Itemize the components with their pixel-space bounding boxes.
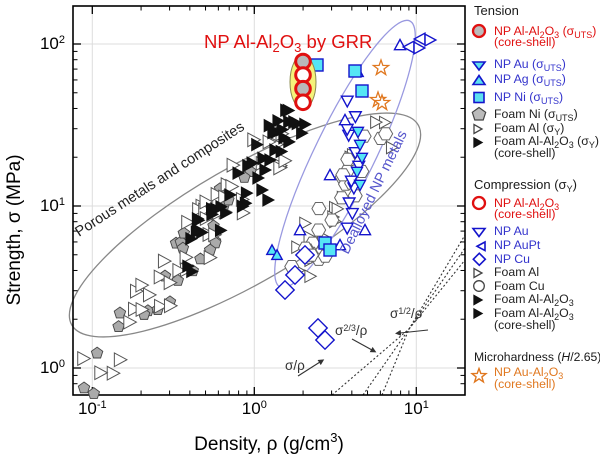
svg-text:Strength, σ (MPa): Strength, σ (MPa) (4, 154, 25, 305)
svg-text:(core-shell): (core-shell) (494, 318, 556, 332)
svg-text:101: 101 (40, 196, 65, 215)
svg-text:Compression (σY): Compression (σY) (474, 177, 577, 194)
svg-text:101: 101 (404, 399, 429, 418)
svg-text:NP Ag (σUTS): NP Ag (σUTS) (494, 72, 566, 88)
svg-text:Tension: Tension (474, 3, 519, 18)
svg-text:NP Cu: NP Cu (494, 252, 530, 266)
svg-text:Density, ρ (g/cm3): Density, ρ (g/cm3) (194, 430, 344, 455)
svg-text:Microhardness (H/2.65): Microhardness (H/2.65) (474, 350, 600, 364)
svg-text:σ/ρ: σ/ρ (285, 358, 305, 373)
svg-text:102: 102 (40, 34, 65, 53)
svg-text:Foam Cu: Foam Cu (494, 279, 545, 293)
svg-text:100: 100 (242, 399, 267, 418)
svg-text:NP Au (σUTS): NP Au (σUTS) (494, 57, 566, 73)
svg-text:100: 100 (40, 358, 65, 377)
svg-text:Foam Al: Foam Al (494, 265, 539, 279)
svg-text:Dealloyed NP metals: Dealloyed NP metals (337, 128, 411, 256)
svg-text:σ1/2/ρ: σ1/2/ρ (390, 306, 423, 321)
svg-text:(core-shell): (core-shell) (494, 377, 556, 391)
svg-text:(core-shell): (core-shell) (494, 146, 556, 160)
svg-text:10-1: 10-1 (78, 399, 107, 418)
svg-text:(core-shell): (core-shell) (494, 35, 556, 49)
svg-text:NP Au: NP Au (494, 224, 529, 238)
svg-text:NP AuPt: NP AuPt (494, 238, 541, 252)
svg-text:σ2/3/ρ: σ2/3/ρ (335, 323, 368, 338)
svg-text:NP Al-Al2O3 by GRR: NP Al-Al2O3 by GRR (204, 31, 372, 55)
svg-text:NP Ni (σUTS): NP Ni (σUTS) (494, 90, 563, 106)
svg-text:(core-shell): (core-shell) (494, 207, 556, 221)
